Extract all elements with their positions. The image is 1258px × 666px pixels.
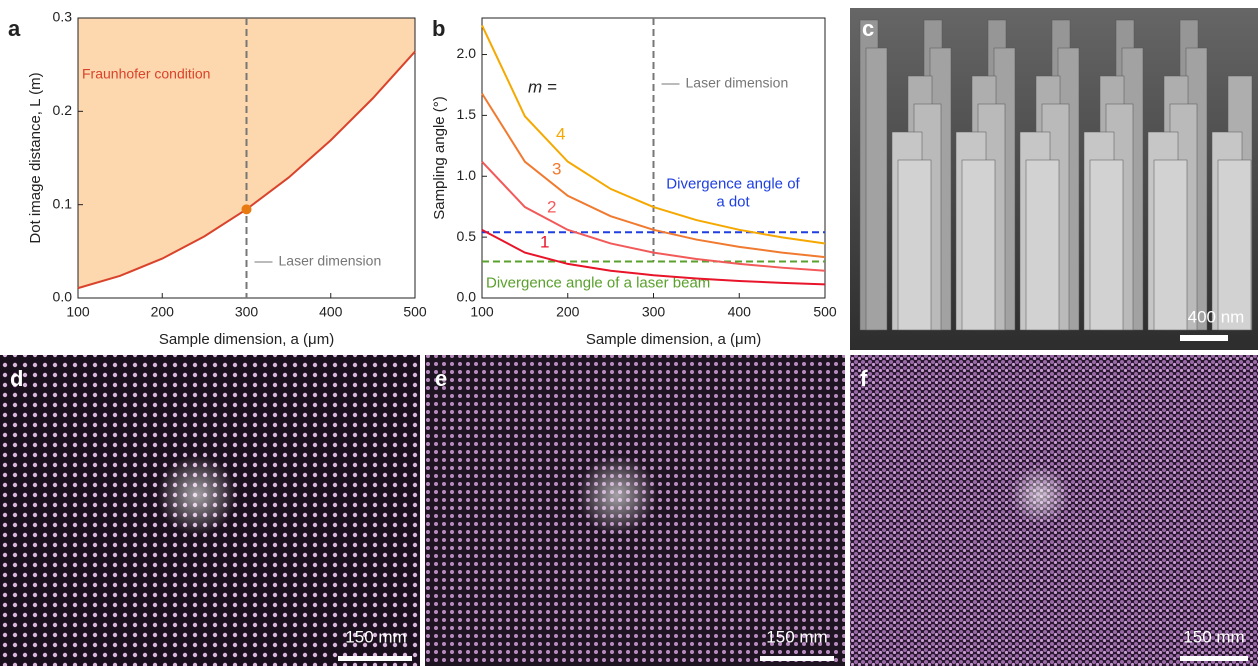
vline-label: Laser dimension [279, 253, 382, 269]
y-axis-label: Sampling angle (°) [431, 96, 448, 220]
x-tick-label: 300 [235, 304, 259, 320]
panel-label: d [10, 366, 23, 391]
pillar [1218, 160, 1251, 330]
scale-bar-label: 150 mm [766, 627, 827, 646]
pillar [962, 160, 995, 330]
y-tick-label: 0.2 [53, 102, 73, 118]
panel-label: c [862, 16, 874, 41]
x-axis-label: Sample dimension, a (μm) [586, 331, 761, 348]
y-tick-label: 2.0 [457, 45, 477, 61]
pillar [1026, 160, 1059, 330]
zero-order [577, 455, 657, 535]
pillar [898, 160, 931, 330]
series-label: 1 [540, 232, 549, 251]
pillar [1090, 160, 1123, 330]
x-tick-label: 400 [319, 304, 343, 320]
y-tick-label: 0.1 [53, 195, 73, 211]
x-tick-label: 400 [728, 304, 752, 320]
point [242, 204, 252, 214]
pillar [866, 48, 887, 330]
scale-bar [760, 656, 834, 661]
y-tick-label: 0.0 [53, 289, 73, 305]
x-tick-label: 200 [556, 304, 580, 320]
figure: c 400 nm d 150 mm e 150 mm f 150 mm Frau… [0, 0, 1258, 666]
scale-bar [1180, 335, 1228, 341]
scale-bar-label: 400 nm [1188, 307, 1245, 326]
y-tick-label: 1.0 [457, 167, 477, 183]
x-tick-label: 100 [66, 304, 90, 320]
diffraction-image: f 150 mm [850, 355, 1258, 666]
y-tick-label: 0.0 [457, 289, 477, 305]
x-tick-label: 300 [642, 304, 666, 320]
diffraction-image: d 150 mm [0, 355, 420, 666]
zero-order [1010, 465, 1070, 525]
series-label: 2 [547, 197, 556, 216]
panel-label: e [435, 366, 447, 391]
y-tick-label: 1.5 [457, 106, 477, 122]
panel-label: b [432, 16, 445, 41]
scale-bar [1180, 656, 1248, 661]
zero-order [157, 455, 237, 535]
series-label: 4 [556, 124, 565, 143]
scale-bar-label: 150 mm [345, 627, 406, 646]
scale-bar-label: 150 mm [1183, 627, 1244, 646]
sem-image: c 400 nm [850, 8, 1258, 350]
legend-title: m = [528, 77, 557, 96]
vline-label: Laser dimension [686, 75, 789, 91]
x-tick-label: 100 [470, 304, 494, 320]
x-tick-label: 500 [403, 304, 427, 320]
region-label: Fraunhofer condition [82, 66, 210, 82]
x-axis-label: Sample dimension, a (μm) [159, 331, 334, 348]
panel-label: a [8, 16, 21, 41]
x-tick-label: 200 [151, 304, 175, 320]
pillar [1154, 160, 1187, 330]
series-label: 3 [552, 159, 561, 178]
panel-label: f [860, 366, 868, 391]
scale-bar [338, 656, 412, 661]
y-axis-label: Dot image distance, L (m) [27, 72, 44, 243]
diffraction-image: e 150 mm [425, 355, 845, 666]
y-tick-label: 0.5 [457, 228, 477, 244]
x-tick-label: 500 [813, 304, 837, 320]
y-tick-label: 0.3 [53, 9, 73, 25]
